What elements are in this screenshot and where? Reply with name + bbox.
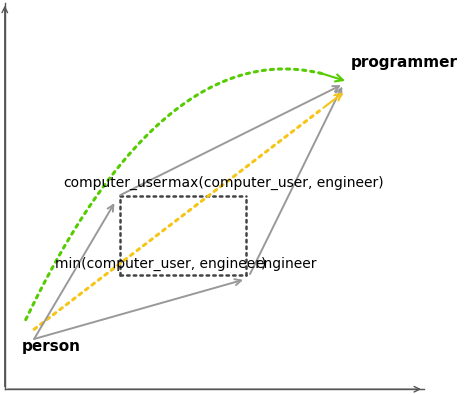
Text: max(computer_user, engineer): max(computer_user, engineer) xyxy=(168,176,384,190)
Text: person: person xyxy=(22,340,80,355)
Text: min(computer_user, engineer): min(computer_user, engineer) xyxy=(55,257,266,271)
Text: programmer: programmer xyxy=(351,56,458,71)
Text: engineer: engineer xyxy=(256,257,317,271)
Text: computer_user: computer_user xyxy=(63,176,168,190)
